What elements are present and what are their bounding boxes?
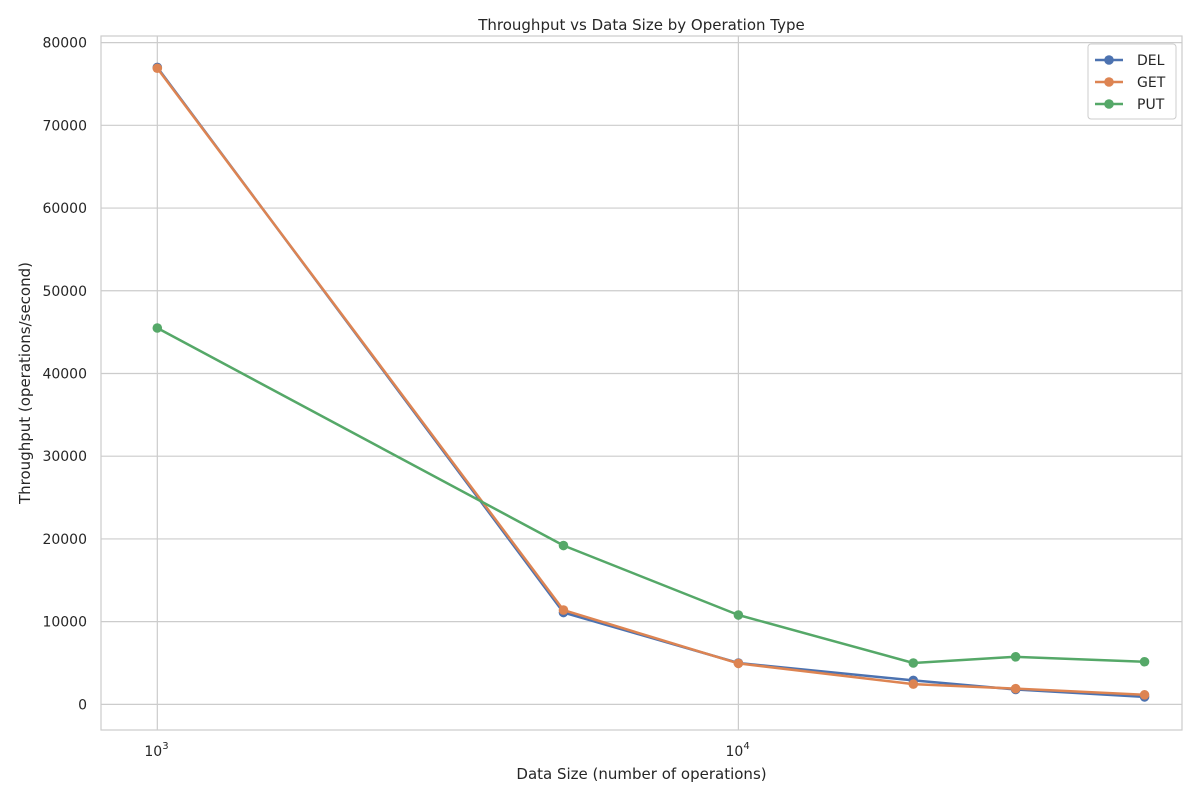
y-tick-label: 10000 xyxy=(42,615,87,631)
legend: DEL GET PUT xyxy=(1087,43,1177,120)
legend-label: DEL xyxy=(1137,53,1165,69)
y-tick-label: 80000 xyxy=(42,36,87,52)
series-line-get xyxy=(156,67,1146,697)
y-tick-label: 20000 xyxy=(42,532,87,548)
legend-label: PUT xyxy=(1137,97,1165,113)
legend-label: GET xyxy=(1137,75,1166,91)
data-point-get xyxy=(908,679,919,689)
x-tick-label: 10 4 xyxy=(725,741,749,760)
y-tick-label: 50000 xyxy=(42,284,87,300)
legend-item-get: GET xyxy=(1095,75,1166,91)
data-point-put xyxy=(152,323,163,333)
y-tick-label: 40000 xyxy=(42,366,87,382)
y-tick-label: 60000 xyxy=(42,201,87,217)
data-point-put xyxy=(1010,651,1021,662)
series-put xyxy=(152,323,1150,668)
x-axis-label: Data Size (number of operations) xyxy=(516,765,766,783)
y-tick-labels: 0 10000 20000 30000 40000 50000 60000 70000 8000… xyxy=(42,36,87,714)
y-tick-label: 0 xyxy=(78,697,87,713)
data-point-get xyxy=(558,605,569,615)
chart-title: Throughput vs Data Size by Operation Typ… xyxy=(477,16,805,34)
legend-marker-get xyxy=(1104,77,1114,87)
y-axis-label: Throughput (operations/second) xyxy=(16,262,34,505)
data-point-put xyxy=(1139,656,1150,667)
series-get xyxy=(152,63,1150,700)
legend-item-del: DEL xyxy=(1095,53,1165,69)
legend-item-put: PUT xyxy=(1095,97,1165,113)
plot-frame xyxy=(100,35,1183,731)
legend-marker-del xyxy=(1104,55,1114,65)
x-tick-exponent: 3 xyxy=(162,741,168,752)
y-tick-label: 70000 xyxy=(42,118,87,134)
x-tick-exponent: 4 xyxy=(743,741,749,752)
legend-marker-put xyxy=(1104,99,1114,109)
series-line-put xyxy=(156,326,1146,665)
x-tick-base: 10 xyxy=(725,744,743,760)
data-point-put xyxy=(558,540,569,551)
data-point-get xyxy=(152,63,163,74)
data-point-get xyxy=(733,658,744,669)
x-tick-label: 10 3 xyxy=(144,741,168,760)
series xyxy=(152,62,1150,702)
y-tick-label: 30000 xyxy=(42,449,87,465)
x-tick-base: 10 xyxy=(144,744,162,760)
data-point-put xyxy=(908,658,919,668)
x-tick-labels: 10 3 10 4 xyxy=(144,741,749,760)
data-point-get xyxy=(1139,690,1150,700)
data-point-put xyxy=(733,610,744,620)
grid xyxy=(101,36,1182,730)
data-point-get xyxy=(1010,683,1021,694)
